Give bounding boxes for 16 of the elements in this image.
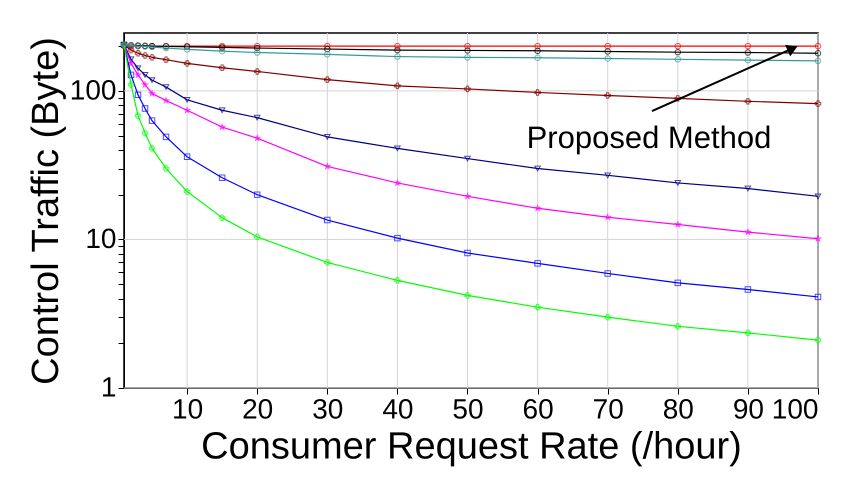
- x-axis-title: Consumer Request Rate (/hour): [201, 426, 742, 468]
- x-tick-label: 90: [732, 394, 764, 424]
- x-tick-label: 40: [382, 394, 414, 424]
- x-tick-label: 70: [592, 394, 624, 424]
- x-tick-label: 50: [452, 394, 484, 424]
- x-tick-label: 60: [522, 394, 554, 424]
- annotation: Proposed Method: [526, 120, 772, 156]
- x-tick-label: 100: [772, 394, 818, 424]
- y-axis-title: Control Traffic (Byte): [24, 37, 67, 385]
- x-tick-label: 30: [312, 394, 344, 424]
- x-tick-label: 80: [662, 394, 694, 424]
- y-tick-label: 1: [100, 372, 116, 402]
- x-tick-label: 10: [172, 394, 204, 424]
- y-tick-label: 100: [70, 74, 116, 106]
- y-tick-label: 10: [85, 222, 116, 254]
- x-tick-label: 20: [242, 394, 274, 424]
